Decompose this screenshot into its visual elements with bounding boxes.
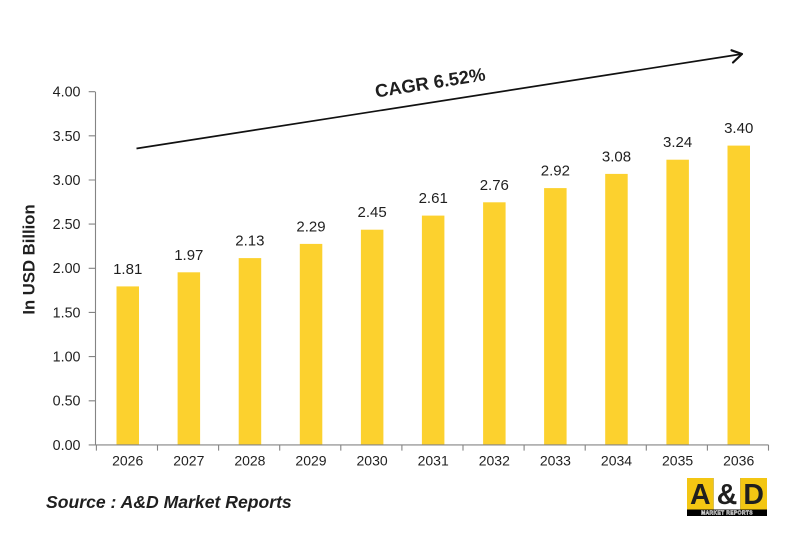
svg-text:A: A bbox=[690, 479, 711, 511]
svg-text:3.00: 3.00 bbox=[53, 173, 81, 189]
svg-text:2029: 2029 bbox=[295, 453, 326, 469]
svg-text:2030: 2030 bbox=[357, 453, 388, 469]
svg-text:&: & bbox=[717, 479, 738, 511]
svg-text:3.08: 3.08 bbox=[602, 148, 631, 165]
svg-text:D: D bbox=[743, 479, 764, 511]
svg-text:2036: 2036 bbox=[723, 453, 754, 469]
svg-text:2.61: 2.61 bbox=[419, 190, 448, 207]
svg-text:2031: 2031 bbox=[418, 453, 449, 469]
svg-text:2034: 2034 bbox=[601, 453, 632, 469]
svg-text:4.00: 4.00 bbox=[53, 85, 81, 101]
svg-text:3.50: 3.50 bbox=[53, 129, 81, 145]
svg-text:2.45: 2.45 bbox=[357, 204, 386, 221]
svg-text:MARKET REPORTS: MARKET REPORTS bbox=[701, 510, 753, 516]
svg-text:2027: 2027 bbox=[173, 453, 204, 469]
svg-text:2032: 2032 bbox=[479, 453, 510, 469]
svg-text:1.97: 1.97 bbox=[174, 247, 203, 264]
svg-text:3.24: 3.24 bbox=[663, 134, 692, 151]
svg-text:0.50: 0.50 bbox=[53, 394, 81, 410]
svg-text:Source : A&D Market Reports: Source : A&D Market Reports bbox=[46, 492, 292, 512]
svg-text:1.81: 1.81 bbox=[113, 261, 142, 278]
svg-text:2.76: 2.76 bbox=[480, 177, 509, 194]
svg-text:2028: 2028 bbox=[234, 453, 265, 469]
svg-text:2.50: 2.50 bbox=[53, 217, 81, 233]
svg-text:2.92: 2.92 bbox=[541, 163, 570, 180]
svg-text:2026: 2026 bbox=[112, 453, 143, 469]
svg-text:1.00: 1.00 bbox=[53, 350, 81, 366]
svg-text:2033: 2033 bbox=[540, 453, 571, 469]
svg-text:2.29: 2.29 bbox=[296, 218, 325, 235]
svg-text:1.50: 1.50 bbox=[53, 305, 81, 321]
svg-text:0.00: 0.00 bbox=[53, 438, 81, 454]
svg-text:2035: 2035 bbox=[662, 453, 693, 469]
svg-text:3.40: 3.40 bbox=[724, 120, 753, 137]
svg-text:2.00: 2.00 bbox=[53, 261, 81, 277]
svg-text:In USD Billion: In USD Billion bbox=[19, 204, 38, 314]
svg-text:2.13: 2.13 bbox=[235, 233, 264, 250]
